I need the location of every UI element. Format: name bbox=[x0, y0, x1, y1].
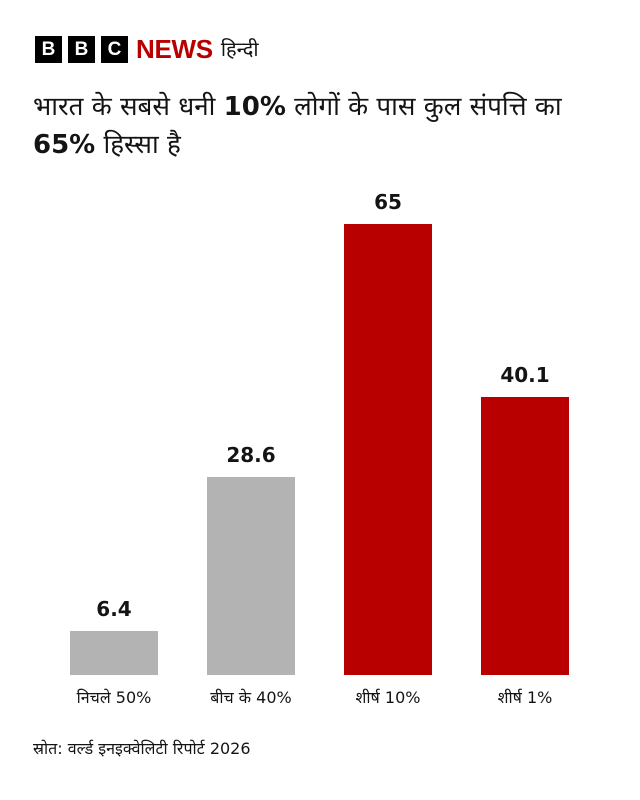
category-label: शीर्ष 10% bbox=[355, 688, 421, 707]
logo-block-b2: B bbox=[68, 36, 95, 63]
bar-middle-40 bbox=[207, 477, 295, 675]
source-note: स्रोत: वर्ल्ड इनइक्वेलिटी रिपोर्ट 2026 bbox=[33, 739, 251, 758]
title-part-1: भारत के सबसे धनी bbox=[33, 92, 224, 122]
logo-block-b1: B bbox=[35, 36, 62, 63]
logo-block-c: C bbox=[101, 36, 128, 63]
logo-language-text: हिन्दी bbox=[220, 37, 259, 61]
logo-news-text: NEWS bbox=[136, 34, 213, 64]
category-label: बीच के 40% bbox=[210, 688, 292, 707]
title-bold-1: 10% bbox=[223, 92, 286, 122]
bar-value-label: 28.6 bbox=[226, 443, 276, 467]
bar-top-10 bbox=[344, 224, 432, 675]
bar-value-label: 65 bbox=[374, 190, 402, 214]
title-part-2: लोगों के पास कुल संपत्ति का bbox=[285, 92, 562, 122]
bbc-news-hindi-logo: B B C NEWS हिन्दी bbox=[35, 36, 259, 63]
chart-title: भारत के सबसे धनी 10% लोगों के पास कुल सं… bbox=[33, 88, 613, 164]
bar-value-label: 40.1 bbox=[500, 363, 550, 387]
title-bold-2: 65% bbox=[33, 130, 96, 160]
category-label: निचले 50% bbox=[76, 688, 152, 707]
bar-value-label: 6.4 bbox=[96, 597, 132, 621]
bar-top-1 bbox=[481, 397, 569, 675]
category-label: शीर्ष 1% bbox=[497, 688, 553, 707]
bar-bottom-50 bbox=[70, 631, 158, 675]
title-part-3: हिस्सा है bbox=[95, 130, 181, 160]
